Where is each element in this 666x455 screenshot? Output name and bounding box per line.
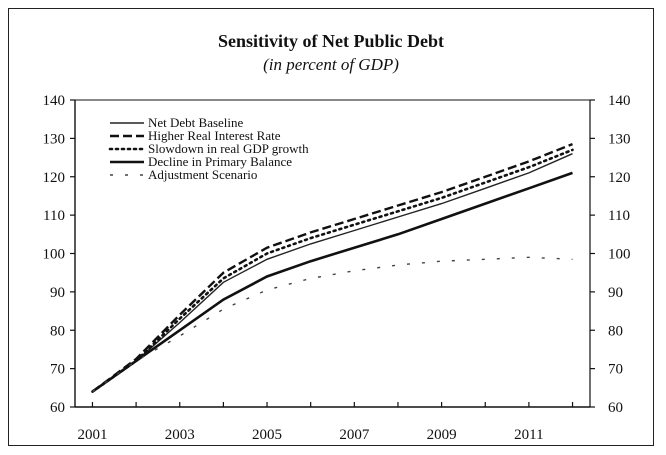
series-line-3 [91,148,574,393]
y-tick-label-left: 140 [43,93,66,109]
x-tick-label: 2009 [427,427,457,443]
legend-label-1: Net Debt Baseline [148,115,244,130]
legend-label-4: Decline in Primary Balance [148,154,292,169]
legend-label-2: Higher Real Interest Rate [148,128,281,143]
legend-label-5: Adjustment Scenario [148,167,257,182]
y-tick-label-right: 120 [608,170,631,186]
series-line-1 [92,153,573,393]
y-tick-label-left: 110 [43,208,65,224]
legend-label-3: Slowdown in real GDP growth [148,141,309,156]
x-tick-label: 2005 [252,427,282,443]
y-tick-label-left: 70 [50,362,65,378]
y-tick-label-left: 60 [50,400,65,416]
y-tick-label-right: 60 [608,400,623,416]
chart-subtitle: (in percent of GDP) [263,55,399,74]
y-tick-label-right: 80 [608,323,623,339]
series-line-5 [92,256,573,393]
series-line-4 [91,171,573,393]
y-tick-label-right: 70 [608,362,623,378]
y-tick-label-left: 120 [43,170,66,186]
y-tick-label-right: 140 [608,93,631,109]
y-tick-label-left: 90 [50,285,65,301]
y-tick-label-right: 90 [608,285,623,301]
y-tick-label-left: 100 [43,247,66,263]
y-tick-label-right: 130 [608,131,631,147]
y-tick-label-right: 100 [608,247,631,263]
x-tick-label: 2007 [339,427,370,443]
y-tick-label-left: 80 [50,323,65,339]
x-tick-label: 2003 [165,427,195,443]
x-tick-label: 2001 [77,427,107,443]
series-line-2 [91,142,573,393]
y-tick-label-left: 130 [43,131,66,147]
x-tick-label: 2011 [514,427,543,443]
y-tick-label-right: 110 [608,208,630,224]
chart-title: Sensitivity of Net Public Debt [218,31,444,51]
